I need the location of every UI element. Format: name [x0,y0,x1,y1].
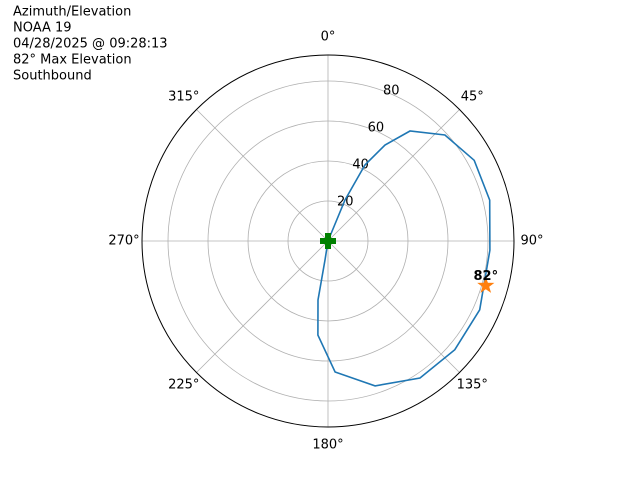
grid-spoke [327,240,460,373]
title-line: Southbound [13,69,92,84]
r-tick-label: 80 [383,84,400,99]
theta-tick-label: 270° [108,234,139,249]
theta-tick-label: 315° [168,89,199,104]
polar-frame [141,54,515,428]
title-line: 04/28/2025 @ 09:28:13 [13,37,168,52]
title-line: NOAA 19 [13,21,72,36]
max-elevation-marker [477,276,495,293]
theta-tick-label: 45° [461,89,484,104]
grid-spoke [196,240,329,373]
title-line: Azimuth/Elevation [13,5,131,20]
r-tick-label: 60 [368,121,385,136]
trajectory-line [317,130,491,387]
theta-tick-label: 180° [312,438,343,453]
theta-tick-label: 135° [457,378,488,393]
r-tick-label: 20 [337,195,354,210]
grid-spoke [327,109,460,242]
theta-tick-label: 225° [168,378,199,393]
max-elevation-label: 82° [474,269,499,284]
theta-tick-label: 90° [520,234,543,249]
r-tick-label: 40 [352,158,369,173]
theta-tick-label: 0° [321,30,336,45]
title-line: 82° Max Elevation [13,53,132,68]
grid-spoke [196,109,329,242]
start-marker [320,233,336,249]
